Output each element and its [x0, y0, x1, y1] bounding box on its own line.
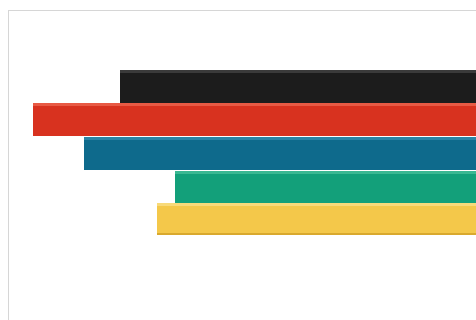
yellow-strip-shadow [157, 233, 476, 235]
black-strip-edge [120, 70, 476, 73]
green-strip [175, 171, 476, 203]
green-strip-edge [175, 171, 476, 174]
yellow-strip [157, 203, 476, 235]
frame [8, 10, 476, 320]
red-strip [33, 103, 476, 136]
black-strip [120, 70, 476, 104]
red-strip-edge [33, 103, 476, 106]
yellow-strip-edge [157, 203, 476, 206]
blue-strip-edge [84, 137, 476, 140]
blue-strip [84, 137, 476, 170]
